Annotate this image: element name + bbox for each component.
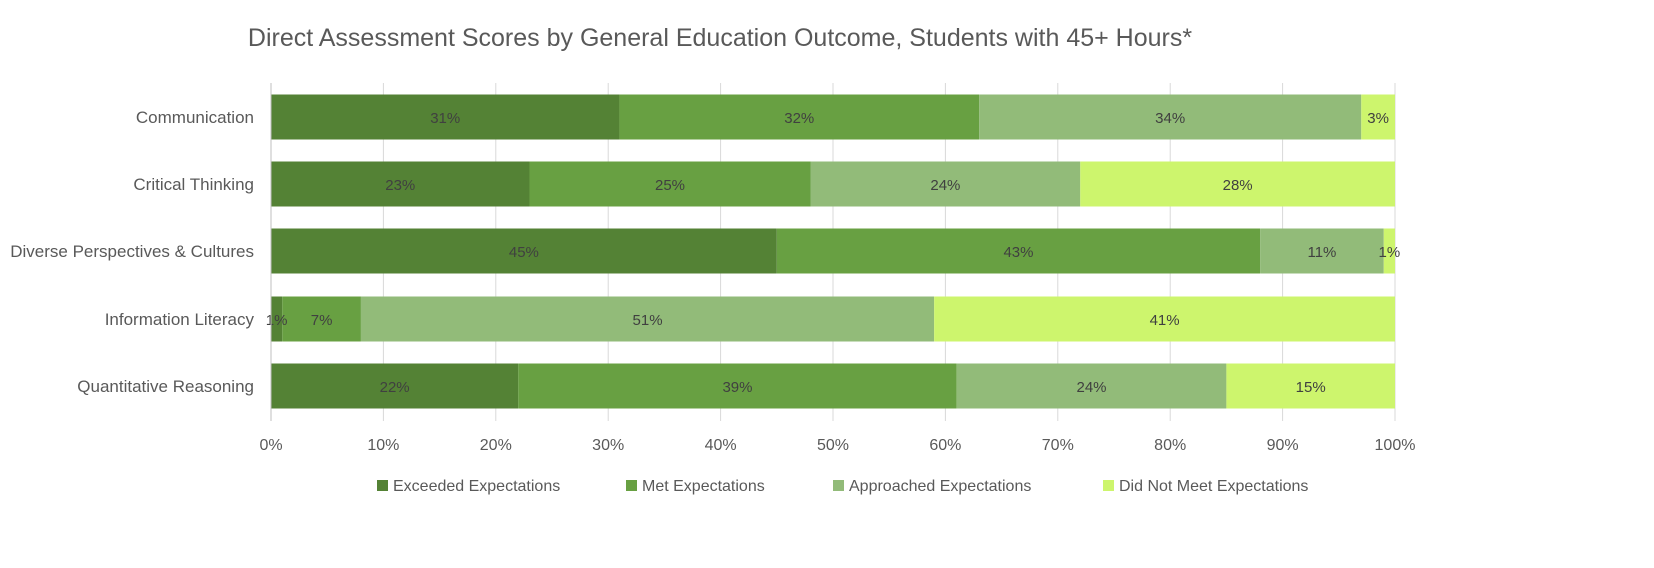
data-label: 34%: [1155, 110, 1185, 127]
axis-layer: 0% 10% 20% 30% 40% 50% 60% 70% 80% 90% 100% Communi…: [10, 83, 1415, 454]
legend-label: Met Expectations: [642, 478, 765, 495]
category-label: Quantitative Reasoning: [77, 377, 254, 396]
category-label: Critical Thinking: [133, 175, 254, 194]
x-tick-label: 80%: [1154, 437, 1186, 454]
x-tick-label: 10%: [367, 437, 399, 454]
data-label: 39%: [722, 379, 752, 396]
bar-segment: [271, 94, 620, 140]
bar-segment: [518, 363, 957, 409]
data-label: 31%: [430, 110, 460, 127]
category-label: Diverse Perspectives & Cultures: [10, 242, 254, 261]
data-label: 45%: [509, 244, 539, 261]
data-label: 28%: [1223, 177, 1253, 194]
data-label: 7%: [311, 312, 333, 329]
data-label: 25%: [655, 177, 685, 194]
x-tick-label: 100%: [1375, 437, 1416, 454]
data-label: 1%: [1379, 244, 1401, 261]
bar-segment: [1226, 363, 1395, 409]
data-label: 22%: [380, 379, 410, 396]
bar-segment: [1260, 228, 1384, 274]
legend-swatch: [626, 480, 637, 491]
x-tick-label: 40%: [705, 437, 737, 454]
data-label: 32%: [784, 110, 814, 127]
legend-layer: Exceeded Expectations Met Expectations App…: [377, 478, 1308, 495]
bar-segment: [360, 296, 935, 342]
data-label: 24%: [1077, 379, 1107, 396]
x-tick-label: 50%: [817, 437, 849, 454]
legend-label: Approached Expectations: [849, 478, 1031, 495]
bar-segment: [271, 363, 519, 409]
bars-layer: [271, 94, 1395, 409]
x-tick-label: 20%: [480, 437, 512, 454]
x-tick-label: 60%: [929, 437, 961, 454]
legend-swatch: [1103, 480, 1114, 491]
category-label: Communication: [136, 108, 254, 127]
chart-title: Direct Assessment Scores by General Educ…: [247, 24, 1193, 52]
bar-segment: [271, 228, 777, 274]
bar-segment: [529, 161, 811, 207]
bar-segment: [282, 296, 361, 342]
x-tick-label: 90%: [1267, 437, 1299, 454]
bar-segment: [956, 363, 1227, 409]
bar-segment: [619, 94, 980, 140]
legend-swatch: [377, 480, 388, 491]
x-tick-label: 0%: [259, 437, 282, 454]
bar-segment: [979, 94, 1362, 140]
labels-layer: 31% 32% 34% 3% 23% 25% 24% 28% 45% 43% 11% 1% 1% 7% 51…: [266, 110, 1400, 396]
legend-label: Exceeded Expectations: [393, 478, 560, 495]
data-label: 51%: [633, 312, 663, 329]
x-tick-label: 30%: [592, 437, 624, 454]
bar-segment: [776, 228, 1261, 274]
legend-label: Did Not Meet Expectations: [1119, 478, 1308, 495]
category-label: Information Literacy: [105, 310, 255, 329]
bar-segment: [1383, 228, 1395, 274]
data-label: 24%: [930, 177, 960, 194]
bar-segment: [934, 296, 1395, 342]
legend-swatch: [833, 480, 844, 491]
bar-segment: [1361, 94, 1395, 140]
data-label: 1%: [266, 312, 288, 329]
bar-segment: [1080, 161, 1395, 207]
data-label: 43%: [1003, 244, 1033, 261]
bar-segment: [271, 296, 283, 342]
bar-segment: [271, 161, 530, 207]
x-tick-label: 70%: [1042, 437, 1074, 454]
data-label: 15%: [1296, 379, 1326, 396]
bar-segment: [810, 161, 1081, 207]
data-label: 11%: [1307, 244, 1336, 261]
data-label: 3%: [1367, 110, 1389, 127]
data-label: 41%: [1150, 312, 1180, 329]
data-label: 23%: [385, 177, 415, 194]
